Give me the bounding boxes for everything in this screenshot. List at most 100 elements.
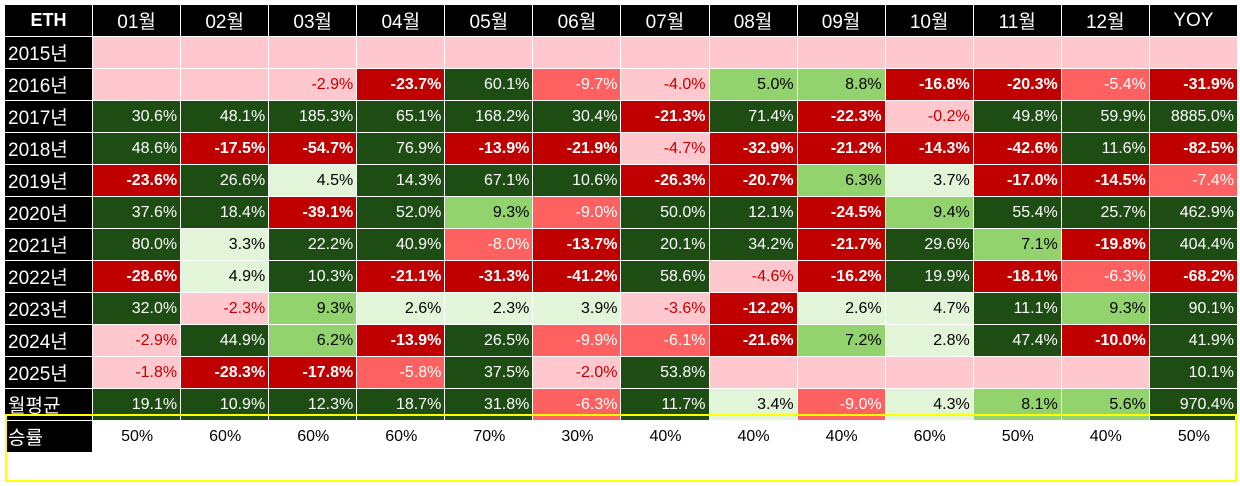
data-cell: 4.7% <box>884 292 974 325</box>
data-cell: 41.9% <box>1148 324 1239 357</box>
data-cell: 9.4% <box>884 196 974 229</box>
data-cell: -13.7% <box>532 228 622 261</box>
data-cell: 67.1% <box>444 164 534 197</box>
data-cell: 80.0% <box>92 228 182 261</box>
data-cell: 50% <box>92 420 182 453</box>
data-cell: 60% <box>356 420 446 453</box>
table-row: 2018년 48.6% -17.5% -54.7% 76.9% -13.9% -21.9% -… <box>3 132 1239 165</box>
row-label: 2024년 <box>3 324 94 357</box>
data-cell: 11.1% <box>972 292 1062 325</box>
data-cell: 76.9% <box>356 132 446 165</box>
data-cell: 40% <box>620 420 710 453</box>
data-cell <box>180 68 270 101</box>
row-label: 월평균 <box>3 388 94 421</box>
data-cell <box>180 36 270 69</box>
column-header: 05월 <box>444 4 534 37</box>
column-header: 04월 <box>356 4 446 37</box>
data-cell: 185.3% <box>268 100 358 133</box>
column-header: 12월 <box>1060 4 1150 37</box>
data-cell: 60% <box>884 420 974 453</box>
data-cell: 5.6% <box>1060 388 1150 421</box>
data-cell <box>796 36 886 69</box>
data-cell <box>620 36 710 69</box>
data-cell: -42.6% <box>972 132 1062 165</box>
row-label: 2015년 <box>3 36 94 69</box>
data-cell: 32.0% <box>92 292 182 325</box>
row-label: 2020년 <box>3 196 94 229</box>
data-cell: -8.0% <box>444 228 534 261</box>
data-cell: -31.9% <box>1148 68 1239 101</box>
data-cell: 59.9% <box>1060 100 1150 133</box>
data-cell: 5.0% <box>708 68 798 101</box>
data-cell: 2.6% <box>356 292 446 325</box>
data-cell: 12.1% <box>708 196 798 229</box>
data-cell <box>92 68 182 101</box>
data-cell: 50.0% <box>620 196 710 229</box>
data-cell: 8885.0% <box>1148 100 1239 133</box>
column-header: 02월 <box>180 4 270 37</box>
data-cell: 19.1% <box>92 388 182 421</box>
data-cell: -16.8% <box>884 68 974 101</box>
row-label: 2019년 <box>3 164 94 197</box>
data-cell: 4.9% <box>180 260 270 293</box>
data-cell: 19.9% <box>884 260 974 293</box>
data-cell: 40.9% <box>356 228 446 261</box>
data-cell: -13.9% <box>444 132 534 165</box>
data-cell: -13.9% <box>356 324 446 357</box>
data-cell: -9.7% <box>532 68 622 101</box>
data-cell: 18.7% <box>356 388 446 421</box>
column-header: YOY <box>1148 4 1239 37</box>
data-cell: -16.2% <box>796 260 886 293</box>
data-cell <box>268 36 358 69</box>
data-cell: -21.9% <box>532 132 622 165</box>
header-row: ETH 01월 02월 03월 04월 05월 06월 07월 08월 09월 10월 11월 12월… <box>3 4 1239 37</box>
data-cell: 48.6% <box>92 132 182 165</box>
data-cell: 60.1% <box>444 68 534 101</box>
table-row: 2019년 -23.6% 26.6% 4.5% 14.3% 67.1% 10.6% -26.3… <box>3 164 1239 197</box>
data-cell: 9.3% <box>268 292 358 325</box>
row-label: 2021년 <box>3 228 94 261</box>
data-cell: 6.3% <box>796 164 886 197</box>
row-label: 2023년 <box>3 292 94 325</box>
data-cell: 7.1% <box>972 228 1062 261</box>
data-cell: 18.4% <box>180 196 270 229</box>
data-cell: -21.7% <box>796 228 886 261</box>
data-cell <box>708 356 798 389</box>
data-cell: -31.3% <box>444 260 534 293</box>
data-cell: -9.0% <box>796 388 886 421</box>
data-cell: 30.4% <box>532 100 622 133</box>
data-cell: -17.8% <box>268 356 358 389</box>
data-cell: 55.4% <box>972 196 1062 229</box>
table-body: 2015년 2016년 -2.9% -23.7% 60.1% -9.7% -4.0% 5.0%… <box>3 36 1239 453</box>
data-cell: 8.1% <box>972 388 1062 421</box>
table-row: 2017년 30.6% 48.1% 185.3% 65.1% 168.2% 30.4% -21… <box>3 100 1239 133</box>
data-cell: -5.4% <box>1060 68 1150 101</box>
data-cell: 9.3% <box>444 196 534 229</box>
data-cell: 14.3% <box>356 164 446 197</box>
data-cell: -5.8% <box>356 356 446 389</box>
data-cell: -4.6% <box>708 260 798 293</box>
column-header: 03월 <box>268 4 358 37</box>
row-label: 2016년 <box>3 68 94 101</box>
data-cell: -21.6% <box>708 324 798 357</box>
data-cell: -18.1% <box>972 260 1062 293</box>
row-label: 2025년 <box>3 356 94 389</box>
data-cell <box>92 36 182 69</box>
data-cell: 34.2% <box>708 228 798 261</box>
data-cell <box>1148 36 1239 69</box>
data-cell: -20.7% <box>708 164 798 197</box>
data-cell: -9.0% <box>532 196 622 229</box>
table-row: 2015년 <box>3 36 1239 69</box>
data-cell: 20.1% <box>620 228 710 261</box>
data-cell: 48.1% <box>180 100 270 133</box>
data-cell: -2.3% <box>180 292 270 325</box>
data-cell: -4.0% <box>620 68 710 101</box>
data-cell: 11.6% <box>1060 132 1150 165</box>
data-cell: -10.0% <box>1060 324 1150 357</box>
data-cell <box>1060 36 1150 69</box>
data-cell: 2.8% <box>884 324 974 357</box>
data-cell: -2.0% <box>532 356 622 389</box>
data-cell: -22.3% <box>796 100 886 133</box>
column-header: 08월 <box>708 4 798 37</box>
data-cell: 2.6% <box>796 292 886 325</box>
